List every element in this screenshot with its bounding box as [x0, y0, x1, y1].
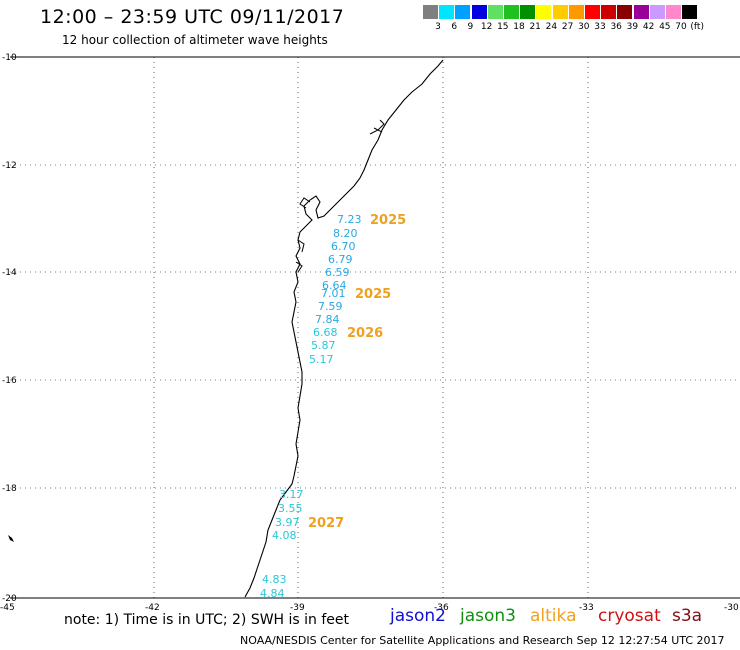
footer-note: note: 1) Time is in UTC; 2) SWH is in fe… — [64, 612, 350, 628]
color-scale-label: 30 — [578, 22, 590, 32]
color-scale-swatch — [423, 5, 439, 19]
color-scale-label: 15 — [497, 22, 509, 32]
satellite-legend-item: cryosat — [598, 606, 661, 626]
color-scale-label: 18 — [513, 22, 525, 32]
map-frame — [10, 56, 740, 599]
color-scale-label: 21 — [529, 22, 541, 32]
wave-height-value: 7.59 — [318, 300, 343, 313]
satellite-legend-item: s3a — [672, 606, 703, 626]
color-scale-swatch — [487, 5, 504, 19]
latitude-labels: -10 -12 -14 -16 -18 -20 — [2, 53, 17, 604]
color-scale-swatch — [585, 5, 601, 19]
color-scale-swatch — [601, 5, 618, 19]
lon-label: -45 — [0, 603, 15, 613]
color-scale-swatch — [471, 5, 488, 19]
page-title: 12:00 – 23:59 UTC 09/11/2017 — [40, 6, 345, 28]
color-scale-label: 27 — [561, 22, 574, 32]
color-scale-label: (ft) — [690, 22, 704, 32]
wave-height-value: 6.79 — [328, 253, 353, 266]
wave-height-value: 6.70 — [331, 240, 356, 253]
color-scale-swatch — [439, 5, 456, 19]
wave-height-value: 6.64 — [322, 279, 347, 292]
color-scale-label: 33 — [594, 22, 606, 32]
color-scale-label: 12 — [480, 22, 493, 32]
color-scale-swatch — [666, 5, 682, 19]
color-scale-swatch — [552, 5, 569, 19]
page-subtitle: 12 hour collection of altimeter wave hei… — [62, 33, 328, 47]
color-scale-swatch — [520, 5, 537, 19]
lon-label: -30 — [724, 603, 739, 613]
wave-height-value: 3.17 — [279, 488, 304, 501]
wave-height-value: 4.83 — [262, 573, 287, 586]
lon-label: -36 — [434, 603, 449, 613]
wave-height-value: 4.84 — [260, 587, 285, 600]
pass-label: 2025 — [355, 287, 391, 302]
color-scale-swatch — [536, 5, 553, 19]
color-scale-swatch — [633, 5, 650, 19]
color-scale-swatch — [682, 5, 699, 19]
longitude-labels: -45 -42 -39 -36 -33 -30 — [0, 603, 739, 613]
color-scale-swatch — [568, 5, 585, 19]
color-scale-label: 3 — [435, 22, 441, 32]
color-scale-label: 70 — [675, 22, 687, 32]
color-scale-label: 24 — [545, 22, 558, 32]
lon-label: -33 — [579, 603, 594, 613]
wave-height-value: 5.87 — [311, 339, 336, 352]
wave-height-value: 7.84 — [315, 313, 340, 326]
lat-label: -20 — [2, 594, 17, 604]
pass-label: 2027 — [308, 516, 344, 531]
lat-label: -18 — [2, 484, 17, 494]
map-grid — [10, 57, 740, 598]
lon-label: -39 — [290, 603, 305, 613]
satellite-legend-item: jason2 — [390, 606, 446, 626]
pass-label: 2026 — [347, 326, 383, 341]
lat-label: -14 — [2, 268, 17, 278]
lat-label: -12 — [2, 161, 17, 171]
wave-height-value: 7.23 — [337, 213, 362, 226]
wave-height-value: 6.59 — [325, 266, 350, 279]
color-scale-swatch — [617, 5, 634, 19]
color-scale-label: 9 — [467, 22, 474, 32]
lat-label: -16 — [2, 376, 17, 386]
color-scale-swatch — [504, 5, 520, 19]
wave-height-value: 3.55 — [278, 502, 303, 515]
credit-line: NOAA/NESDIS Center for Satellite Applica… — [240, 634, 725, 647]
color-scale-label: 6 — [451, 22, 458, 32]
wave-height-value: 8.20 — [333, 227, 358, 240]
wave-height-labels: 7.238.206.706.796.596.64 2025 7.017.597.84… — [260, 213, 406, 600]
lat-label: -10 — [2, 53, 17, 63]
lon-label: -42 — [145, 603, 160, 613]
color-scale-label: 42 — [642, 22, 655, 32]
color-scale-swatch — [649, 5, 666, 19]
satellite-legend-item: altika — [530, 606, 577, 626]
wave-height-value: 6.68 — [313, 326, 338, 339]
satellite-legend-item: jason3 — [460, 606, 516, 626]
wave-height-value: 3.97 — [275, 516, 300, 529]
wave-height-value: 7.01 — [321, 287, 346, 300]
color-scale-label: 45 — [659, 22, 671, 32]
wave-height-value: 4.08 — [272, 529, 297, 542]
color-scale-label: 39 — [626, 22, 639, 32]
pass-label: 2025 — [370, 213, 406, 228]
color-scale-swatch — [455, 5, 472, 19]
color-scale-label: 36 — [610, 22, 622, 32]
coastline — [244, 59, 444, 598]
coastline-detail — [295, 119, 385, 273]
island — [8, 535, 14, 542]
wave-height-value: 5.17 — [309, 353, 334, 366]
